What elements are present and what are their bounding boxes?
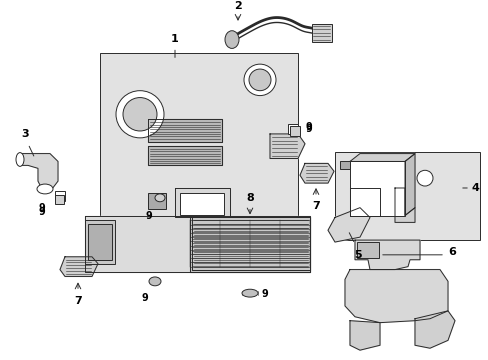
Polygon shape	[327, 208, 369, 242]
Bar	[289, 126, 299, 136]
Ellipse shape	[155, 194, 164, 202]
Bar	[100, 53, 297, 220]
Ellipse shape	[16, 153, 24, 166]
Polygon shape	[20, 154, 58, 189]
Polygon shape	[175, 188, 229, 217]
Polygon shape	[190, 217, 309, 271]
Text: 5: 5	[353, 250, 361, 260]
Polygon shape	[148, 119, 222, 142]
Bar	[55, 191, 65, 201]
Bar	[287, 124, 297, 134]
Polygon shape	[299, 163, 333, 183]
Text: 9: 9	[262, 289, 268, 299]
Text: 7: 7	[311, 201, 319, 211]
Text: 9: 9	[305, 122, 311, 132]
Text: 2: 2	[234, 1, 242, 11]
Bar	[349, 161, 404, 216]
Bar	[148, 193, 165, 209]
Bar	[356, 242, 378, 258]
Polygon shape	[85, 216, 309, 271]
Circle shape	[248, 69, 270, 91]
Bar	[85, 220, 115, 264]
Text: 9: 9	[39, 203, 45, 213]
Polygon shape	[349, 154, 414, 161]
Polygon shape	[349, 188, 379, 216]
Bar	[55, 195, 64, 204]
Polygon shape	[394, 188, 414, 222]
Polygon shape	[349, 321, 379, 350]
Bar	[88, 224, 112, 260]
Bar	[334, 152, 479, 240]
Polygon shape	[269, 134, 305, 158]
Ellipse shape	[37, 184, 53, 194]
Text: 7: 7	[74, 296, 81, 306]
Polygon shape	[60, 257, 98, 276]
Polygon shape	[345, 270, 447, 323]
Text: 9: 9	[305, 124, 312, 134]
Bar	[311, 24, 331, 41]
Text: 9: 9	[145, 211, 152, 221]
Polygon shape	[148, 146, 222, 165]
Circle shape	[244, 64, 275, 96]
Text: 3: 3	[21, 129, 29, 139]
Bar	[180, 193, 224, 215]
Text: 8: 8	[245, 193, 253, 203]
Text: 9: 9	[39, 207, 45, 217]
Ellipse shape	[242, 289, 258, 297]
Polygon shape	[354, 240, 419, 270]
Text: 4: 4	[471, 183, 479, 193]
Text: 1: 1	[171, 33, 179, 44]
Polygon shape	[192, 217, 309, 270]
Ellipse shape	[149, 277, 161, 286]
Text: 6: 6	[447, 247, 455, 257]
Polygon shape	[404, 154, 414, 216]
Ellipse shape	[224, 31, 239, 48]
Circle shape	[416, 170, 432, 186]
Text: 9: 9	[142, 293, 148, 303]
Polygon shape	[414, 311, 454, 348]
Circle shape	[123, 98, 157, 131]
Bar	[339, 161, 349, 169]
Circle shape	[116, 91, 163, 138]
